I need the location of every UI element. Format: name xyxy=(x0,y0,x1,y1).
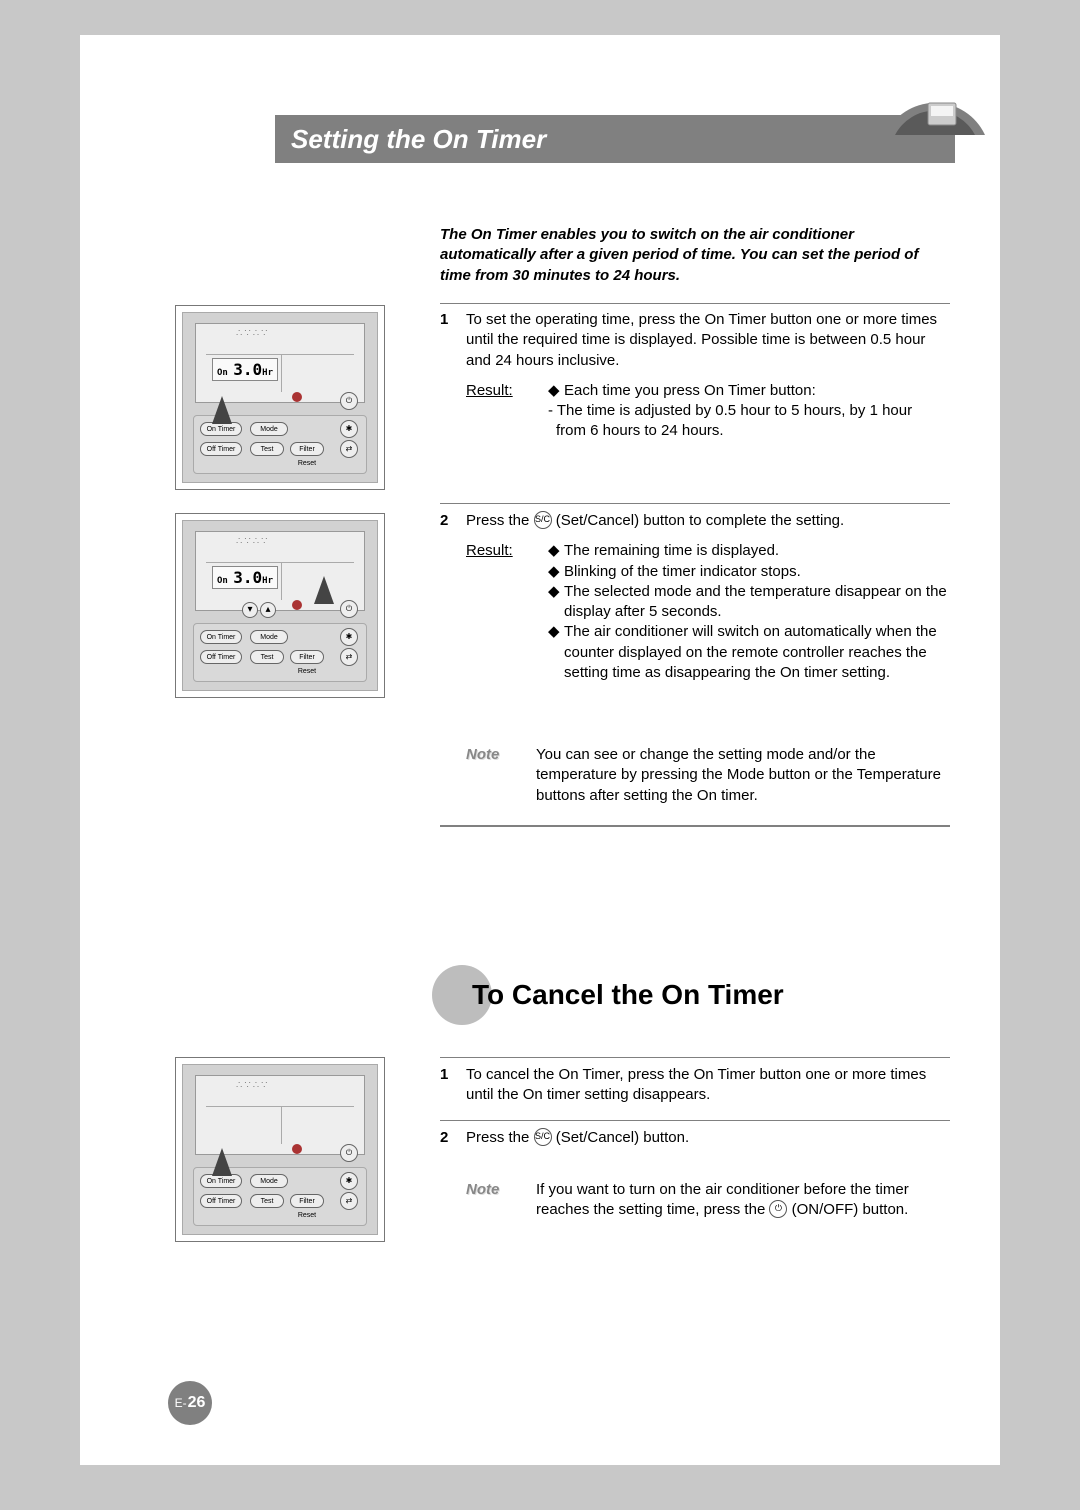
divider xyxy=(440,303,950,304)
test-button: Test xyxy=(250,1194,284,1208)
step-1-text: To set the operating time, press the On … xyxy=(466,310,950,371)
note-label: Note xyxy=(466,1180,536,1221)
swing-icon: ⇄ xyxy=(340,648,358,666)
cancel-step-1: 1 To cancel the On Timer, press the On T… xyxy=(440,1065,950,1106)
intro-text: The On Timer enables you to switch on th… xyxy=(440,225,950,286)
indicator-dot-icon xyxy=(292,392,302,402)
step-2: 2 Press the S/C (Set/Cancel) button to c… xyxy=(440,511,950,683)
on-timer-button: On Timer xyxy=(200,630,242,644)
mode-button: Mode xyxy=(250,1174,288,1188)
remote-illustration-2: ∴∵∴∵ On 3.0Hr ▾▴ ⏻ On Timer Mode ✱ Off T… xyxy=(175,513,385,698)
pointer-icon xyxy=(314,576,334,604)
note-1: Note You can see or change the setting m… xyxy=(440,745,950,806)
remote-illustration-1: ∴∵∴∵ On 3.0Hr ⏻ On Timer Mode ✱ Off Time… xyxy=(175,305,385,490)
set-cancel-icon: S/C xyxy=(534,1128,552,1146)
fan-icon: ✱ xyxy=(340,628,358,646)
fan-icon: ✱ xyxy=(340,420,358,438)
cancel-title: To Cancel the On Timer xyxy=(472,979,784,1011)
off-timer-button: Off Timer xyxy=(200,442,242,456)
cancel-section-header: To Cancel the On Timer xyxy=(432,965,784,1025)
indicator-dot-icon xyxy=(292,600,302,610)
manual-page: Setting the On Timer Remote The On Timer… xyxy=(80,35,1000,1465)
divider xyxy=(440,825,950,827)
divider xyxy=(440,503,950,504)
on-timer-button: On Timer xyxy=(200,1174,242,1188)
step-2-text: Press the S/C (Set/Cancel) button to com… xyxy=(466,511,950,531)
step-1: 1 To set the operating time, press the O… xyxy=(440,310,950,442)
pointer-icon xyxy=(212,1148,232,1176)
indicator-dot-icon xyxy=(292,1144,302,1154)
section-header-bar: Setting the On Timer xyxy=(275,115,955,163)
page-number: E-26 xyxy=(168,1381,212,1425)
on-timer-button: On Timer xyxy=(200,422,242,436)
step-number: 2 xyxy=(440,1128,448,1148)
cancel-step-2: 2 Press the S/C (Set/Cancel) button. xyxy=(440,1128,950,1148)
swing-icon: ⇄ xyxy=(340,440,358,458)
note-label: Note xyxy=(466,745,536,806)
step-number: 1 xyxy=(440,310,448,330)
power-icon: ⏻ xyxy=(340,1144,358,1162)
step-1-bullets: ◆Each time you press On Timer button: xyxy=(548,381,912,401)
off-timer-button: Off Timer xyxy=(200,650,242,664)
power-icon: ⏻ xyxy=(340,600,358,618)
wired-remote-badge-icon: Remote xyxy=(880,65,990,140)
divider xyxy=(440,1120,950,1121)
result-label: Result: xyxy=(466,381,548,442)
mode-button: Mode xyxy=(250,630,288,644)
divider xyxy=(440,1057,950,1058)
step-number: 2 xyxy=(440,511,448,531)
pointer-icon xyxy=(212,396,232,424)
set-cancel-icon: S/C xyxy=(534,511,552,529)
step-1-subline: - The time is adjusted by 0.5 hour to 5 … xyxy=(548,401,912,421)
svg-text:Remote: Remote xyxy=(917,77,952,88)
cancel-step-2-text: Press the S/C (Set/Cancel) button. xyxy=(466,1128,950,1148)
step-number: 1 xyxy=(440,1065,448,1085)
test-button: Test xyxy=(250,442,284,456)
swing-icon: ⇄ xyxy=(340,1192,358,1210)
note-2: Note If you want to turn on the air cond… xyxy=(440,1180,950,1221)
test-button: Test xyxy=(250,650,284,664)
cancel-step-1-text: To cancel the On Timer, press the On Tim… xyxy=(466,1065,950,1106)
step-2-bullets: ◆The remaining time is displayed. ◆Blink… xyxy=(548,541,950,683)
fan-icon: ✱ xyxy=(340,1172,358,1190)
on-off-icon: ⏻ xyxy=(769,1200,787,1218)
mode-button: Mode xyxy=(250,422,288,436)
filter-button: Filter Reset xyxy=(290,442,324,456)
result-label: Result: xyxy=(466,541,548,683)
note-1-text: You can see or change the setting mode a… xyxy=(536,745,950,806)
power-icon: ⏻ xyxy=(340,392,358,410)
temp-arrows-icon: ▾▴ xyxy=(242,602,276,618)
section-title: Setting the On Timer xyxy=(291,124,546,155)
step-1-subline2: from 6 hours to 24 hours. xyxy=(548,421,912,441)
remote-illustration-3: ∴∵∴∵ ⏻ On Timer Mode ✱ Off Timer Test Fi… xyxy=(175,1057,385,1242)
filter-button: Filter Reset xyxy=(290,650,324,664)
note-2-text: If you want to turn on the air condition… xyxy=(536,1180,950,1221)
filter-button: Filter Reset xyxy=(290,1194,324,1208)
off-timer-button: Off Timer xyxy=(200,1194,242,1208)
